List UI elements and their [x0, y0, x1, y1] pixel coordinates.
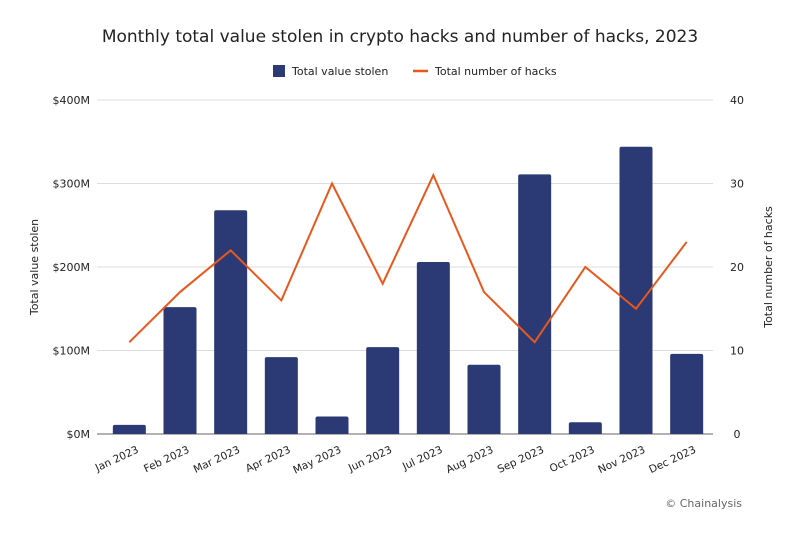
- bar: [214, 210, 248, 434]
- source-credit: © Chainalysis: [665, 497, 742, 510]
- x-tick-label: Sep 2023: [496, 444, 546, 476]
- bar: [619, 146, 653, 434]
- bar: [518, 174, 552, 434]
- legend-label-line: Total number of hacks: [434, 65, 557, 78]
- x-tick-label: Jun 2023: [346, 444, 394, 475]
- x-tick-label: Jan 2023: [93, 444, 141, 475]
- bar: [670, 353, 704, 434]
- y-tick-label-right: 10: [730, 345, 744, 358]
- bar: [467, 364, 501, 434]
- y-tick-label-left: $0M: [67, 428, 91, 441]
- bar: [366, 347, 400, 434]
- x-tick-label: Feb 2023: [142, 444, 191, 475]
- bar: [568, 422, 602, 434]
- y-tick-label-right: 30: [730, 178, 744, 191]
- bar: [163, 307, 197, 434]
- y-tick-label-right: 0: [734, 428, 741, 441]
- y-tick-label-right: 40: [730, 94, 744, 107]
- x-tick-label: May 2023: [291, 444, 343, 477]
- bar: [112, 424, 146, 434]
- legend: Total value stolen Total number of hacks: [273, 65, 557, 78]
- x-tick-label: Apr 2023: [244, 444, 293, 475]
- x-tick-label: Mar 2023: [192, 444, 242, 476]
- y-axis-label-left: Total value stolen: [28, 219, 41, 316]
- x-tick-label: Jul 2023: [400, 444, 445, 473]
- bar: [315, 416, 349, 434]
- y-tick-label-left: $400M: [53, 94, 91, 107]
- bar: [264, 357, 298, 434]
- y-axis-label-right: Total number of hacks: [762, 206, 775, 329]
- y-tick-label-left: $100M: [53, 345, 91, 358]
- x-tick-label: Oct 2023: [548, 444, 597, 475]
- legend-swatch-bar: [273, 65, 285, 77]
- bar: [416, 261, 450, 434]
- y-tick-label-left: $300M: [53, 178, 91, 191]
- x-tick-label: Dec 2023: [647, 444, 698, 476]
- legend-label-bar: Total value stolen: [291, 65, 388, 78]
- x-tick-label: Nov 2023: [596, 444, 647, 476]
- hacks-line: [128, 172, 688, 344]
- chart-title: Monthly total value stolen in crypto hac…: [102, 27, 698, 47]
- y-tick-label-left: $200M: [53, 261, 91, 274]
- x-tick-label: Aug 2023: [444, 444, 495, 476]
- y-tick-label-right: 20: [730, 261, 744, 274]
